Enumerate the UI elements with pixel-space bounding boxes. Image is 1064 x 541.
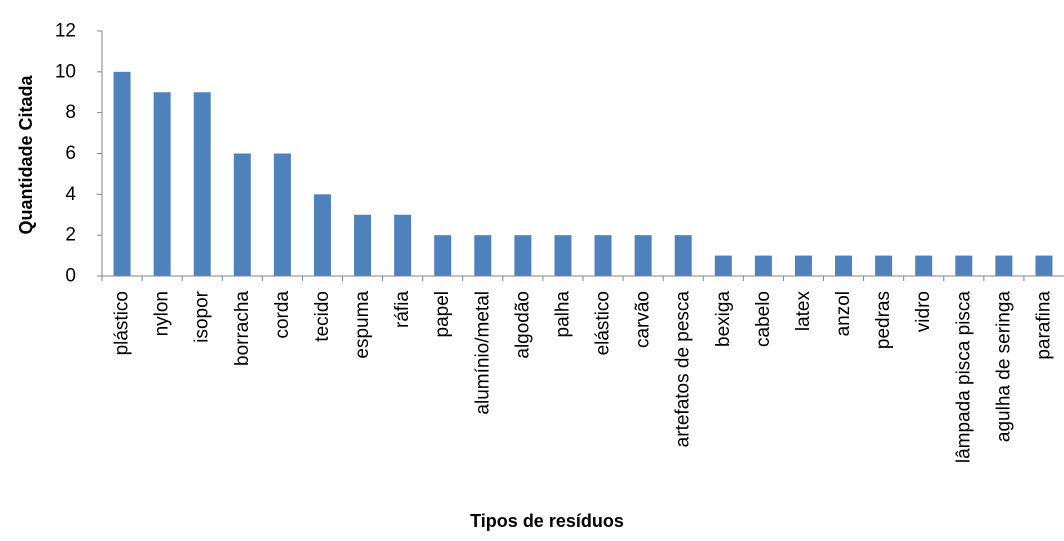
bar bbox=[714, 255, 732, 276]
x-tick-label: borracha bbox=[232, 291, 253, 366]
x-tick-label: tecido bbox=[312, 291, 333, 342]
bar bbox=[875, 255, 893, 276]
bar bbox=[835, 255, 853, 276]
bar bbox=[995, 255, 1013, 276]
y-axis-title: Quantidade Citada bbox=[16, 75, 36, 235]
x-tick-label: agulha de seringa bbox=[993, 291, 1014, 442]
y-tick-label: 10 bbox=[55, 61, 76, 82]
x-tick-label: nylon bbox=[152, 291, 173, 336]
x-tick-label: latex bbox=[793, 291, 814, 332]
bar bbox=[233, 153, 251, 276]
bar bbox=[474, 235, 492, 276]
x-tick-label: anzol bbox=[833, 291, 854, 336]
y-tick-label: 8 bbox=[65, 102, 76, 123]
x-axis-title: Tipos de resíduos bbox=[470, 511, 624, 531]
bar bbox=[794, 255, 812, 276]
bar bbox=[153, 92, 171, 276]
bar bbox=[394, 214, 412, 276]
x-tick-label: ráfia bbox=[392, 291, 413, 328]
bar bbox=[514, 235, 532, 276]
x-tick-label: papel bbox=[432, 291, 453, 338]
x-tick-label: pedras bbox=[873, 291, 894, 349]
x-tick-label: carvão bbox=[633, 291, 654, 348]
x-tick-label: espuma bbox=[352, 291, 373, 359]
bar bbox=[113, 71, 131, 276]
bar bbox=[955, 255, 973, 276]
x-tick-label: corda bbox=[272, 291, 293, 339]
x-tick-label: palha bbox=[552, 291, 573, 338]
bar bbox=[915, 255, 933, 276]
bar bbox=[594, 235, 612, 276]
x-tick-label: isopor bbox=[192, 290, 213, 342]
x-tick-label: plástico bbox=[112, 291, 133, 355]
bar bbox=[554, 235, 572, 276]
bar bbox=[434, 235, 452, 276]
y-tick-label: 0 bbox=[65, 266, 76, 287]
bar bbox=[273, 153, 291, 276]
bar bbox=[674, 235, 692, 276]
bars bbox=[113, 71, 1053, 276]
x-tick-label: algodão bbox=[512, 291, 533, 359]
x-axis-tick-labels: plástico nylon isopor borracha corda tecido es… bbox=[101, 276, 1054, 464]
x-tick-label: artefatos de pesca bbox=[673, 291, 694, 448]
y-tick-label: 12 bbox=[55, 21, 76, 42]
x-tick-label: parafina bbox=[1033, 291, 1054, 360]
bar bbox=[354, 214, 372, 276]
y-tick-label: 4 bbox=[65, 184, 76, 205]
y-tick-label: 6 bbox=[65, 143, 76, 164]
bar bbox=[1035, 255, 1053, 276]
x-tick-label: lâmpada pisca pisca bbox=[953, 291, 974, 464]
x-tick-label: alumínio/metal bbox=[472, 291, 493, 415]
y-tick-label: 2 bbox=[65, 225, 76, 246]
bar bbox=[634, 235, 652, 276]
x-tick-label: vidro bbox=[913, 291, 934, 332]
x-tick-label: bexiga bbox=[713, 291, 734, 347]
x-tick-label: elástico bbox=[593, 291, 614, 355]
bar bbox=[313, 194, 331, 276]
x-tick-label: cabelo bbox=[753, 291, 774, 347]
y-axis-ticks: 0 2 4 6 8 10 12 bbox=[55, 21, 102, 287]
bar bbox=[754, 255, 772, 276]
bar bbox=[193, 92, 211, 276]
